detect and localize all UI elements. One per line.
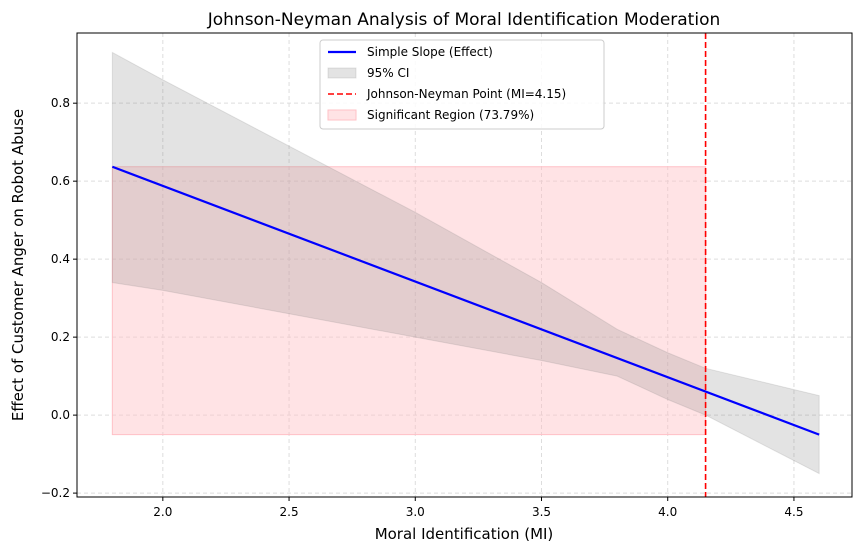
x-tick-label: 2.0 bbox=[153, 505, 172, 519]
legend-swatch-significant bbox=[327, 109, 357, 121]
legend-swatch-ci bbox=[327, 67, 357, 79]
y-tick-label: −0.2 bbox=[41, 486, 70, 500]
legend-label: Simple Slope (Effect) bbox=[367, 45, 493, 59]
x-tick-label: 4.0 bbox=[658, 505, 677, 519]
y-tick-label: 0.8 bbox=[51, 96, 70, 110]
y-axis-label: Effect of Customer Anger on Robot Abuse bbox=[9, 109, 27, 421]
simple-slope-line bbox=[111, 165, 820, 436]
legend-label: 95% CI bbox=[367, 66, 409, 80]
significant-region bbox=[111, 166, 707, 436]
x-tick-label: 3.0 bbox=[406, 505, 425, 519]
chart-title: Johnson-Neyman Analysis of Moral Identif… bbox=[207, 10, 721, 30]
y-tick-label: 0.4 bbox=[51, 252, 70, 266]
x-tick-label: 3.5 bbox=[532, 505, 551, 519]
y-tick-label: 0.0 bbox=[51, 408, 70, 422]
x-tick-label: 2.5 bbox=[280, 505, 299, 519]
x-axis-label: Moral Identification (MI) bbox=[375, 525, 554, 543]
axes-frame bbox=[76, 32, 853, 498]
legend-box bbox=[319, 39, 605, 130]
y-tick-label: 0.2 bbox=[51, 330, 70, 344]
y-tick-label: 0.6 bbox=[51, 174, 70, 188]
legend-label: Johnson-Neyman Point (MI=4.15) bbox=[366, 87, 566, 101]
x-tick-label: 4.5 bbox=[784, 505, 803, 519]
legend-label: Significant Region (73.79%) bbox=[367, 108, 534, 122]
